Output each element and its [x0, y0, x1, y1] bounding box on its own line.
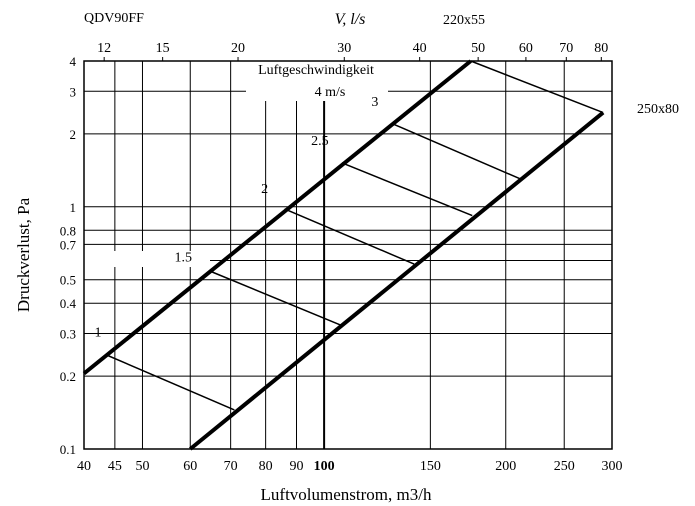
- plot-frame: [83, 60, 613, 450]
- top-axis-title: V, l/s: [335, 11, 366, 28]
- velocity-title-backdrop: [246, 61, 388, 101]
- top-tick-label: 20: [231, 41, 245, 56]
- x-tick-label: 300: [602, 459, 623, 474]
- x-tick-label: 250: [554, 459, 575, 474]
- top-tick-label: 50: [471, 41, 485, 56]
- x-tick-label: 100: [314, 459, 335, 474]
- velocity-line: [210, 270, 341, 326]
- top-tick-label: 30: [337, 41, 351, 56]
- x-tick-label: 90: [290, 459, 304, 474]
- model-label: QDV90FF: [84, 11, 144, 26]
- velocity-4ms-label: 4 m/s: [315, 85, 346, 100]
- top-tick-label: 12: [97, 41, 111, 56]
- velocity-label: 2: [261, 182, 268, 197]
- chart-labels: 0.10.20.30.40.50.60.70.81234404550607080…: [30, 41, 623, 474]
- y-tick-label: 0.3: [60, 326, 76, 341]
- y-tick-label: 0.4: [60, 296, 77, 311]
- chart-marks: [82, 59, 605, 451]
- y-tick-label: 0.2: [60, 369, 76, 384]
- y-tick-label: 0.7: [60, 237, 77, 252]
- series-label-250x80: 250x80: [637, 102, 679, 117]
- velocity-line: [341, 162, 473, 217]
- series-line-250x80: [188, 111, 605, 451]
- velocity-label: 3: [371, 95, 378, 110]
- top-tick-label: 70: [559, 41, 573, 56]
- velocity-line: [105, 354, 235, 411]
- x-tick-label: 80: [259, 459, 273, 474]
- y-tick-label: 3: [70, 84, 77, 99]
- y-tick-label: 0.8: [60, 223, 76, 238]
- top-tick-label: 15: [156, 41, 170, 56]
- y-tick-label: 1: [70, 200, 77, 215]
- velocity-title: Luftgeschwindigkeit: [258, 63, 374, 78]
- x-tick-label: 50: [135, 459, 149, 474]
- label-backdrop-15: [30, 251, 210, 267]
- x-tick-label: 40: [77, 459, 91, 474]
- top-tick-label: 80: [594, 41, 608, 56]
- x-tick-label: 200: [495, 459, 516, 474]
- y-tick-label: 0.5: [60, 273, 76, 288]
- y-tick-label: 2: [70, 127, 77, 142]
- x-tick-label: 150: [420, 459, 441, 474]
- velocity-line: [470, 60, 604, 114]
- y-axis-title: Druckverlust, Pa: [14, 197, 33, 312]
- top-tick-label: 60: [519, 41, 533, 56]
- x-tick-label: 45: [108, 459, 122, 474]
- x-tick-label: 60: [183, 459, 197, 474]
- velocity-label: 1.5: [174, 251, 192, 266]
- velocity-line: [392, 123, 522, 180]
- velocity-line: [284, 208, 415, 265]
- series-label-220x55: 220x55: [443, 13, 485, 28]
- x-tick-label: 70: [224, 459, 238, 474]
- velocity-label: 1: [94, 326, 101, 341]
- x-axis-title: Luftvolumenstrom, m3/h: [261, 485, 432, 504]
- y-tick-label: 0.1: [60, 442, 76, 457]
- series-line-220x55: [82, 59, 473, 376]
- velocity-label: 2.5: [311, 134, 329, 149]
- top-tick-label: 40: [413, 41, 427, 56]
- y-tick-label: 4: [70, 54, 77, 69]
